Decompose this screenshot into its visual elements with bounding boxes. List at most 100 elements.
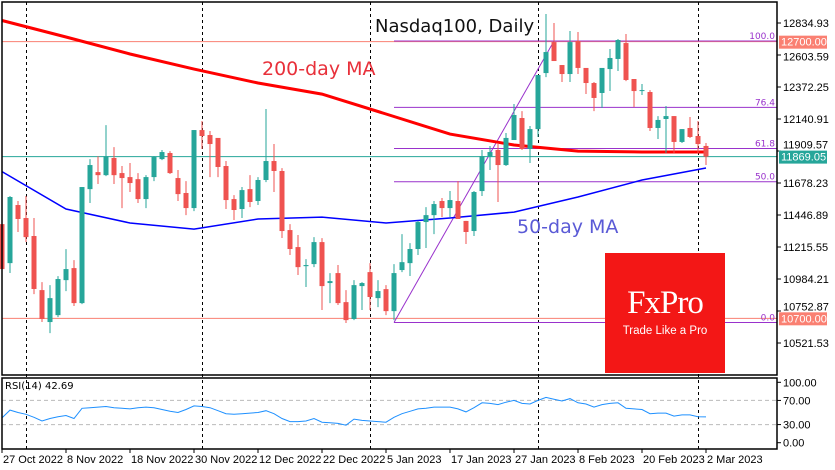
candle-body (79, 187, 85, 304)
price-tick-label: 10984.21 (783, 274, 829, 286)
candle-body (543, 52, 549, 74)
candle-body (63, 269, 69, 281)
candle (439, 197, 445, 218)
candles (0, 13, 709, 334)
date-tick-label: 18 Nov 2022 (131, 454, 193, 466)
rsi-tick-label: 100.00 (783, 377, 817, 389)
rsi-label: RSI(14) 42.69 (5, 381, 74, 392)
candle-body (319, 242, 325, 287)
candle-body (31, 236, 37, 289)
candle (391, 264, 397, 321)
candle (343, 290, 349, 324)
candle (167, 151, 173, 175)
candle (311, 237, 317, 268)
candle (679, 129, 685, 144)
candle (279, 168, 285, 238)
candle-body (447, 200, 453, 209)
candle-body (551, 42, 557, 62)
date-tick-label: 22 Dec 2022 (323, 454, 385, 466)
candle (71, 260, 77, 307)
date-tick-label: 5 Jan 2023 (387, 454, 441, 466)
candle-body (287, 230, 293, 250)
candle-body (639, 90, 645, 92)
candle-body (391, 273, 397, 312)
price-tag-label: 12700.00 (781, 37, 827, 49)
candle (287, 224, 293, 255)
candle (431, 201, 437, 235)
candle-body (95, 172, 101, 176)
candle-body (23, 218, 29, 238)
price-tick-label: 10752.87 (783, 301, 829, 313)
candle-body (559, 65, 565, 75)
candle (359, 282, 365, 311)
price-tag (779, 150, 827, 164)
candle-body (591, 83, 597, 98)
candle (39, 282, 45, 323)
candle-body (231, 199, 237, 211)
price-tag-label: 11869.05 (781, 152, 826, 164)
fibonacci-retracement[interactable]: 100.0 76.4 61.8 50.0 0.0 (393, 32, 777, 323)
price-tick-label: 10521.53 (783, 338, 829, 350)
candle-body (487, 152, 493, 158)
candle-body (263, 161, 269, 180)
price-tick-label: 12140.91 (783, 114, 829, 126)
candle-body (71, 268, 77, 304)
date-tick-label: 8 Nov 2022 (67, 454, 123, 466)
candle (487, 145, 493, 171)
candle (551, 22, 557, 62)
candle (471, 191, 477, 237)
candle-body (335, 273, 341, 304)
price-tick-label: 11678.23 (783, 178, 828, 190)
candle (495, 143, 501, 202)
candle (63, 249, 69, 292)
candle (95, 156, 101, 185)
candle-body (55, 279, 61, 316)
candle-body (415, 222, 421, 250)
rsi-tick-label: 0.00 (783, 438, 804, 450)
candle (703, 143, 709, 166)
candle-body (47, 298, 53, 323)
candle (559, 65, 565, 83)
candle-body (279, 170, 285, 232)
candle-body (671, 116, 677, 142)
date-tick-label: 27 Oct 2022 (3, 454, 63, 466)
date-tick-label: 12 Dec 2022 (259, 454, 321, 466)
candle-body (567, 42, 573, 75)
candle-body (183, 192, 189, 209)
candle-body (271, 161, 277, 171)
candle-body (455, 201, 461, 219)
ma200-polyline (1, 19, 706, 154)
candle (655, 116, 661, 140)
candle-body (303, 265, 309, 267)
date-tick-label: 17 Jan 2023 (451, 454, 512, 466)
rsi-tick-label: 30.00 (783, 420, 811, 432)
candle-body (311, 242, 317, 265)
candle-body (343, 302, 349, 321)
candle-body (7, 197, 13, 264)
date-tick-label: 8 Feb 2023 (579, 454, 635, 466)
candle (319, 238, 325, 311)
candle (671, 116, 677, 154)
candle (663, 105, 669, 154)
candle-body (511, 114, 517, 141)
candle-body (143, 177, 149, 200)
chart-frame (1, 1, 778, 450)
candle (103, 125, 109, 177)
fib-level-label: 76.4 (755, 98, 775, 108)
logo-name: FxPro (627, 285, 704, 321)
candle-body (663, 116, 669, 119)
price-tick-label: 11446.89 (783, 210, 828, 222)
candle-body (655, 119, 661, 128)
candle-body (431, 204, 437, 216)
candle (143, 175, 149, 209)
candle (503, 132, 509, 167)
chart-title: Nasdaq100, Daily (375, 16, 534, 37)
candle-body (423, 215, 429, 223)
rsi-tick-label: 70.00 (783, 395, 811, 407)
candle-body (15, 205, 21, 219)
candle-body (255, 179, 261, 202)
candle (375, 280, 381, 308)
candle-body (535, 75, 541, 130)
